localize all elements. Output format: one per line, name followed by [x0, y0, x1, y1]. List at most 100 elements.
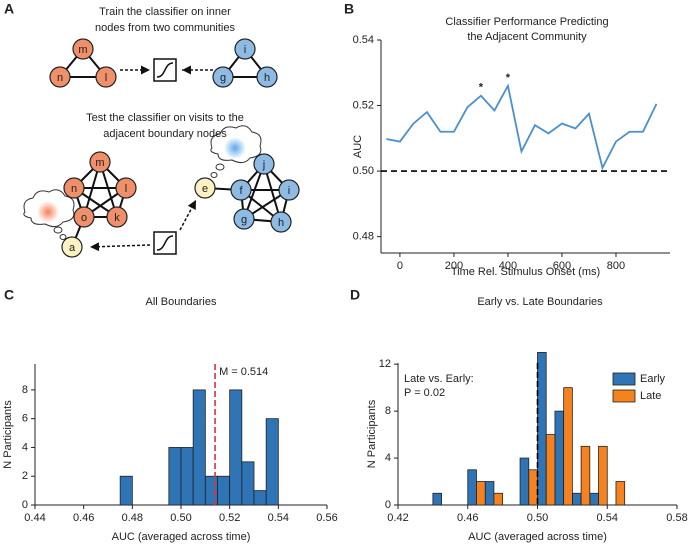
diagram-text: adjacent boundary nodes	[103, 128, 227, 140]
bar	[598, 445, 608, 506]
node-label: n	[71, 183, 77, 195]
diagram-text: Train the classifier on inner	[99, 6, 231, 18]
legend-swatch	[612, 372, 636, 386]
graph-node	[72, 38, 94, 60]
x-tick-label: 0.50	[170, 512, 191, 524]
bar	[571, 492, 582, 506]
bar	[563, 387, 573, 506]
x-tick-label: 800	[607, 260, 625, 272]
bar	[241, 461, 255, 506]
legend-label: Late	[640, 390, 661, 402]
node-label: l	[125, 183, 127, 195]
x-tick-label: 0.46	[457, 512, 478, 524]
bar	[580, 445, 591, 506]
bar	[265, 418, 279, 506]
graph-node	[73, 206, 95, 228]
node-label: j	[262, 159, 265, 171]
y-axis-label: AUC	[352, 135, 364, 158]
y-tick-label: 0.50	[353, 165, 374, 177]
node-label: k	[114, 212, 120, 224]
graph-node	[278, 179, 300, 201]
legend-label: Early	[640, 373, 666, 385]
y-tick-label: 4	[22, 441, 28, 453]
y-tick-label: 6	[22, 413, 28, 425]
x-tick-label: 400	[499, 260, 517, 272]
node-label: g	[220, 72, 226, 84]
graph-node	[230, 179, 252, 201]
node-label: g	[241, 214, 247, 226]
graph-node	[256, 66, 278, 88]
x-tick-label: 0.46	[73, 512, 94, 524]
graph-node	[61, 236, 83, 258]
bar	[537, 352, 547, 506]
node-label: o	[81, 212, 87, 224]
node-label: i	[288, 185, 290, 197]
graph-node	[95, 66, 117, 88]
data-line	[386, 83, 658, 171]
y-tick-label: 8	[22, 384, 28, 396]
y-tick-label: 0.54	[353, 34, 374, 46]
x-tick-label: 0.56	[316, 512, 337, 524]
x-tick-label: 0.54	[597, 512, 618, 524]
annotation: *	[506, 72, 511, 84]
y-tick-label: 0.52	[353, 99, 374, 111]
graph-node	[115, 177, 137, 199]
node-label: f	[239, 185, 243, 197]
chart-title: the Adjacent Community	[467, 31, 587, 43]
bar	[253, 490, 267, 506]
bar	[476, 481, 486, 506]
x-tick-label: 600	[553, 260, 571, 272]
bar	[229, 389, 243, 506]
y-tick-label: 12	[379, 358, 391, 370]
reference-label: M = 0.514	[219, 366, 268, 378]
annotation: P = 0.02	[404, 387, 445, 399]
bar	[493, 492, 504, 506]
chart-title: Early vs. Late Boundaries	[477, 296, 603, 308]
y-axis-label: N Participants	[366, 399, 378, 468]
bar	[217, 475, 231, 506]
graph-node	[253, 153, 275, 175]
legend-swatch	[612, 389, 636, 403]
panel-label: D	[350, 287, 360, 303]
panel-label: A	[4, 1, 14, 17]
x-tick-label: 0.50	[527, 512, 548, 524]
x-tick-label: 0.44	[24, 512, 45, 524]
node-label: m	[78, 44, 87, 56]
y-tick-label: 0	[22, 499, 28, 511]
x-axis-label: Time Rel. Stimulus Onset (ms)	[451, 266, 600, 278]
bar	[119, 475, 133, 506]
y-tick-label: 4	[385, 452, 391, 464]
bar	[615, 481, 626, 506]
graph-node	[234, 38, 256, 60]
graph-node	[233, 208, 255, 230]
y-tick-label: 2	[22, 470, 28, 482]
bar	[180, 447, 194, 506]
x-tick-label: 200	[445, 260, 463, 272]
node-label: i	[244, 44, 246, 56]
bar	[528, 469, 538, 506]
chart-title: All Boundaries	[146, 296, 217, 308]
panel-label: C	[4, 287, 14, 303]
graph-node	[212, 66, 234, 88]
bar	[484, 481, 495, 506]
y-tick-label: 0.48	[353, 231, 374, 243]
y-axis-label: N Participants	[2, 400, 14, 469]
x-tick-label: 0	[397, 260, 403, 272]
x-tick-label: 0.42	[387, 512, 408, 524]
chart-title: Classifier Performance Predicting	[445, 16, 608, 28]
bar	[545, 434, 556, 506]
bar	[192, 389, 206, 506]
graph-node	[106, 206, 128, 228]
node-label: m	[95, 157, 104, 169]
y-tick-label: 8	[385, 405, 391, 417]
node-label: e	[202, 183, 208, 195]
bar	[519, 457, 530, 506]
node-label: n	[57, 72, 63, 84]
node-label: h	[264, 72, 270, 84]
x-tick-label: 0.52	[219, 512, 240, 524]
bar	[168, 447, 182, 506]
diagram-shapes	[23, 58, 262, 255]
x-tick-label: 0.58	[666, 512, 687, 524]
x-tick-label: 0.48	[122, 512, 143, 524]
